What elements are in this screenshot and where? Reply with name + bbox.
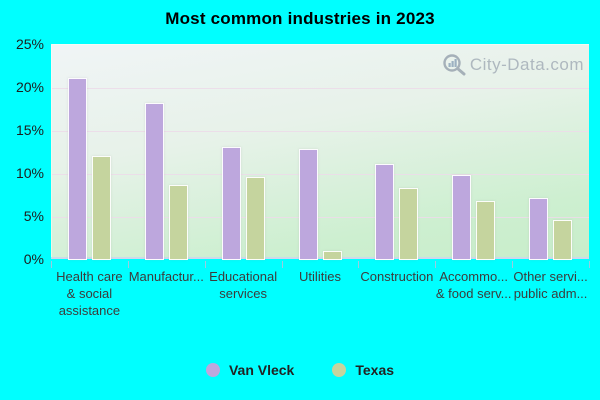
bar-van-vleck [452, 174, 472, 260]
x-axis-label: Manufactur... [128, 269, 204, 284]
y-axis-label: 0% [23, 251, 44, 267]
x-axis-label: Construction [360, 269, 434, 284]
y-axis-label: 5% [23, 208, 44, 224]
bar-texas [92, 155, 111, 260]
watermark-text: City-Data.com [469, 55, 584, 74]
x-axis-tick [127, 261, 129, 268]
legend-item-texas: Texas [332, 362, 394, 378]
chart-title: Most common industries in 2023 [165, 9, 435, 28]
citydata-watermark: City-Data.com [441, 52, 584, 78]
bar-texas [245, 176, 265, 260]
x-axis-label: Other servi... public adm... [513, 269, 588, 301]
x-axis-label: Accommo... & food serv... [435, 269, 512, 301]
legend-swatch [205, 363, 220, 377]
bar-van-vleck [298, 149, 318, 260]
y-axis-label: 10% [15, 165, 44, 181]
y-axis-label: 25% [15, 36, 44, 52]
gridline [52, 174, 589, 175]
bar-texas [476, 200, 496, 260]
bar-texas [322, 251, 342, 260]
legend-item-van-vleck: Van Vleck [205, 362, 295, 378]
bar-van-vleck [375, 163, 395, 260]
x-axis-tick [435, 261, 437, 268]
legend: Van Vleck Texas [0, 362, 600, 378]
x-axis-label: Educational services [209, 269, 278, 301]
x-axis-tick [204, 261, 206, 268]
bar-texas [553, 219, 573, 260]
x-axis-tick [51, 261, 52, 268]
legend-label: Texas [355, 362, 395, 378]
y-axis-label: 20% [15, 79, 44, 95]
legend-swatch [332, 363, 347, 377]
y-axis-label: 15% [15, 122, 44, 138]
gridline [52, 217, 589, 218]
x-axis-label: Health care & social assistance [56, 269, 123, 318]
bar-van-vleck [68, 77, 87, 260]
gridline [52, 131, 589, 132]
bar-van-vleck [529, 198, 549, 260]
x-axis-tick [589, 261, 590, 268]
legend-label: Van Vleck [228, 362, 295, 378]
plot-area: City-Data.com [51, 44, 589, 260]
x-axis-label: Utilities [299, 269, 341, 284]
x-axis-tick [281, 261, 283, 268]
bar-texas [168, 185, 188, 260]
magnifier-barchart-icon [443, 54, 466, 76]
x-axis-tick [512, 261, 514, 268]
bar-texas [399, 187, 419, 260]
x-axis-tick [358, 261, 360, 268]
bar-van-vleck [221, 147, 241, 260]
bar-van-vleck [144, 103, 164, 260]
gridline [52, 88, 589, 89]
